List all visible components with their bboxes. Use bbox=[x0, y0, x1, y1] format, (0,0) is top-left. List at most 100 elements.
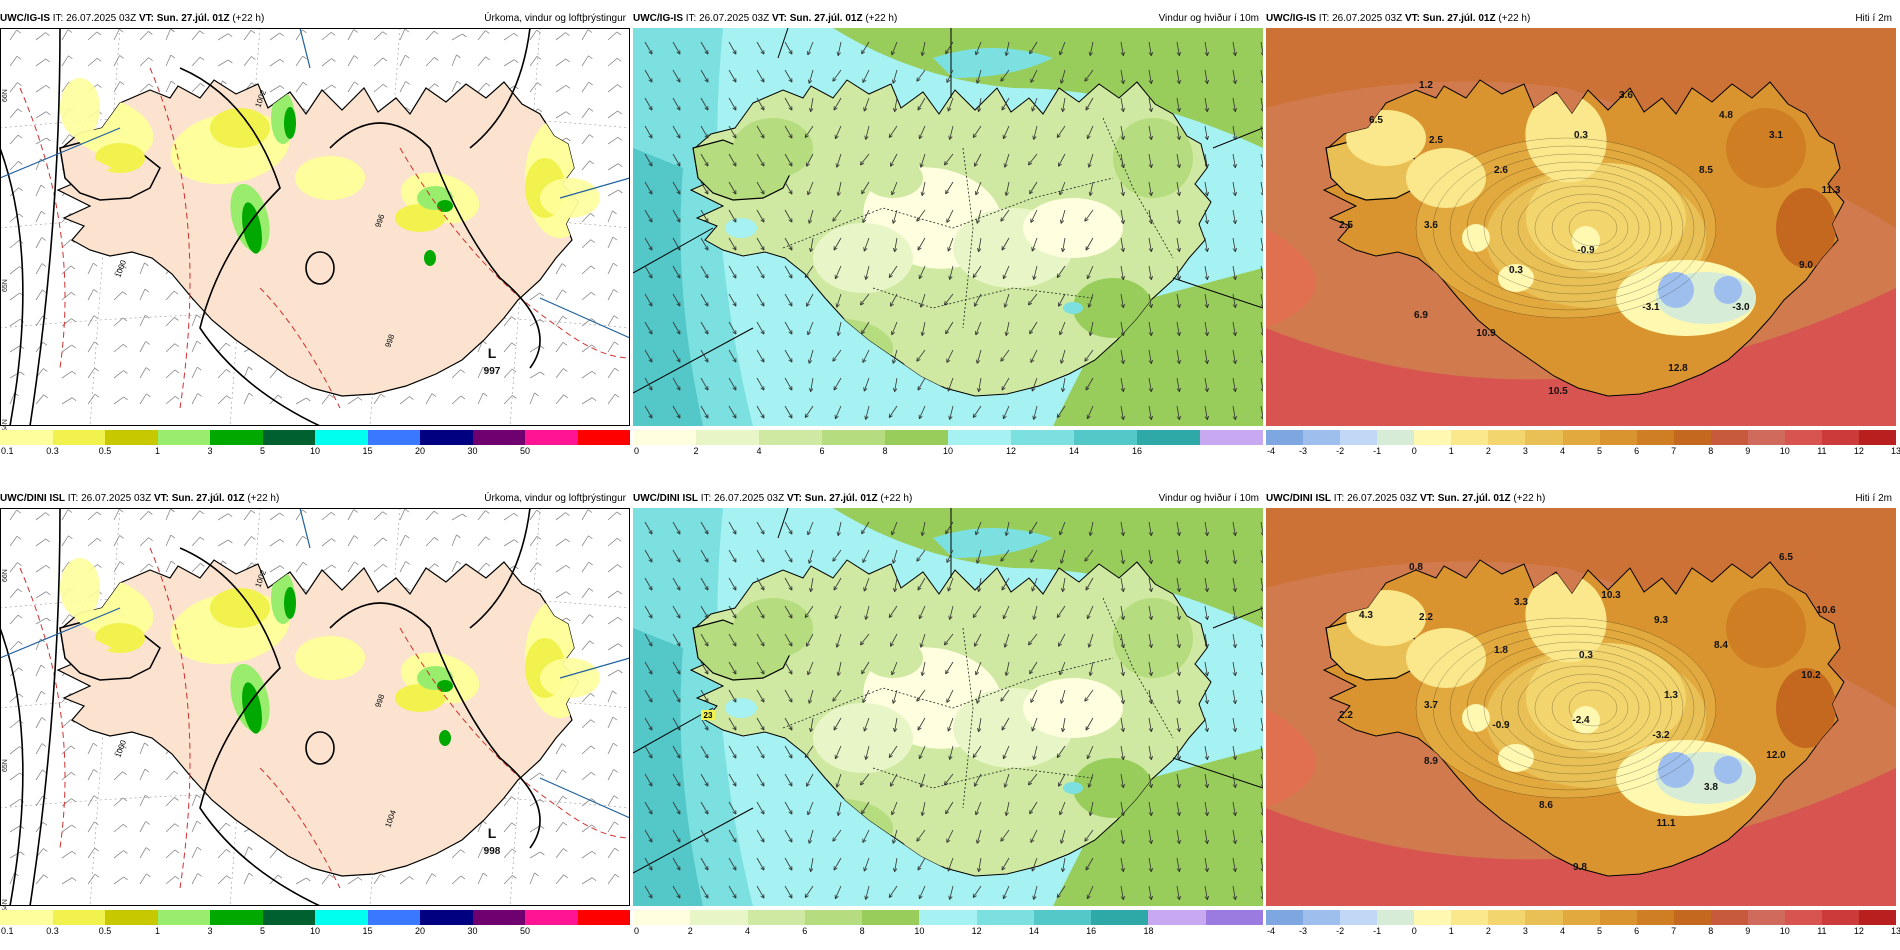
temperature-value: 3.6 bbox=[1424, 220, 1438, 231]
temperature-value: -3.2 bbox=[1652, 730, 1670, 741]
colorbar-swatch bbox=[1011, 430, 1074, 445]
temperature-value: 6.5 bbox=[1369, 115, 1383, 126]
model-name: UWC/DINI ISL bbox=[0, 493, 65, 504]
temperature-value: 8.5 bbox=[1699, 165, 1713, 176]
colorbar-swatch bbox=[420, 910, 473, 925]
map-panel: UWC/IG-IS IT: 26.07.2025 03Z VT: Sun. 27… bbox=[1266, 12, 1900, 457]
colorbar-swatch bbox=[1784, 430, 1822, 445]
vt-label: VT: bbox=[153, 493, 169, 504]
colorbar-tick-label: 6 bbox=[819, 446, 825, 456]
map-area bbox=[633, 28, 1263, 426]
colorbar-tick-label: 12 bbox=[1853, 446, 1864, 456]
colorbar-swatch bbox=[1747, 430, 1785, 445]
colorbar-swatch bbox=[1859, 430, 1897, 445]
colorbar-tick-label: 18 bbox=[1143, 926, 1154, 936]
colorbar-tick-label: -4 bbox=[1267, 926, 1276, 936]
colorbar-tick-label: -2 bbox=[1336, 446, 1345, 456]
colorbar-tick-label: 16 bbox=[1131, 446, 1143, 456]
model-name: UWC/IG-IS bbox=[0, 13, 50, 24]
colorbar-swatch bbox=[1673, 430, 1711, 445]
colorbar-tick-label: 5 bbox=[1597, 446, 1603, 456]
temperature-value: 9.8 bbox=[1573, 862, 1587, 873]
map-area: 1000 1002 998 996 L 997 bbox=[0, 28, 630, 426]
panel-title: Úrkoma, vindur og loftþrýstingur bbox=[484, 13, 626, 24]
colorbar-tick-label: 4 bbox=[756, 446, 762, 456]
colorbar-swatch bbox=[1414, 430, 1452, 445]
colorbar-swatch bbox=[577, 430, 630, 445]
colorbar-swatch bbox=[1340, 430, 1378, 445]
temperature-value: 11.3 bbox=[1822, 185, 1841, 196]
colorbar-tick-label: 8 bbox=[1708, 446, 1714, 456]
colorbar-tick-label: 8 bbox=[859, 926, 865, 936]
colorbar-swatch bbox=[105, 910, 158, 925]
valid-time: Sun. 27.júl. 01Z bbox=[171, 493, 245, 504]
model-name: UWC/IG-IS bbox=[1266, 13, 1316, 24]
colorbar-swatch bbox=[1074, 430, 1137, 445]
temperature-value: -2.4 bbox=[1572, 715, 1590, 726]
isobars bbox=[0, 28, 541, 426]
colorbar-tick-label: 12 bbox=[1853, 926, 1864, 936]
colorbar-swatch bbox=[633, 910, 691, 925]
colorbar-swatch bbox=[1488, 910, 1526, 925]
colorbar-tick-label: 50 bbox=[519, 926, 531, 936]
colorbar-swatch bbox=[1636, 910, 1674, 925]
temperature-value: -3.0 bbox=[1732, 302, 1750, 313]
colorbar-swatch bbox=[420, 430, 473, 445]
temperature-value: 2.2 bbox=[1419, 612, 1433, 623]
latitude-label: 66N bbox=[2, 89, 9, 102]
vt-label: VT: bbox=[1404, 13, 1420, 24]
colorbar: 0.1 0.3 0.5 1 3 5 10 15 20 30 50 bbox=[0, 910, 630, 937]
init-time: 26.07.2025 03Z bbox=[714, 493, 785, 504]
colorbar-swatch bbox=[696, 430, 759, 445]
colorbar: 0.1 0.3 0.5 1 3 5 10 15 20 30 50 bbox=[0, 430, 630, 457]
colorbar-tick-label: 20 bbox=[414, 446, 426, 456]
colorbar-tick-label: 1 bbox=[154, 446, 161, 456]
colorbar-tick-label: 10 bbox=[309, 446, 321, 456]
colorbar-tick-label: 15 bbox=[362, 446, 373, 456]
colorbar-swatch bbox=[822, 430, 885, 445]
colorbar-tick-label: 4 bbox=[1559, 446, 1565, 456]
colorbar-swatch bbox=[210, 430, 263, 445]
isobars bbox=[0, 508, 541, 906]
it-label: IT: bbox=[52, 13, 64, 24]
colorbar-swatch bbox=[1205, 910, 1263, 925]
colorbar-tick-label: 0 bbox=[634, 926, 640, 936]
colorbar-tick-label: 30 bbox=[467, 446, 478, 456]
colorbar-swatch bbox=[262, 430, 315, 445]
colorbar-tick-label: 10 bbox=[1779, 446, 1790, 456]
colorbar-swatch bbox=[1303, 430, 1341, 445]
valid-time: Sun. 27.júl. 01Z bbox=[1437, 493, 1511, 504]
colorbar-swatch bbox=[52, 910, 105, 925]
max-gust-marker: 23 bbox=[701, 710, 715, 720]
colorbar-swatch bbox=[1488, 430, 1526, 445]
colorbar-swatch bbox=[1636, 430, 1674, 445]
map-panel: UWC/IG-IS IT: 26.07.2025 03Z VT: Sun. 27… bbox=[0, 12, 630, 457]
it-label: IT: bbox=[700, 493, 712, 504]
colorbar-tick-label: 16 bbox=[1086, 926, 1097, 936]
colorbar-swatch bbox=[1710, 910, 1748, 925]
temperature-value: 2.2 bbox=[1339, 710, 1353, 721]
temperature-value: -3.1 bbox=[1642, 302, 1660, 313]
colorbar-swatch bbox=[1562, 430, 1600, 445]
colorbar-swatch bbox=[1451, 910, 1489, 925]
colorbar-swatch bbox=[262, 910, 315, 925]
valid-time: Sun. 27.júl. 01Z bbox=[1422, 13, 1496, 24]
lead-time: (+22 h) bbox=[880, 493, 913, 504]
colorbar-tick-label: 10 bbox=[914, 926, 925, 936]
vt-label: VT: bbox=[786, 493, 802, 504]
panel-header: UWC/DINI ISL IT: 26.07.2025 03Z VT: Sun.… bbox=[0, 492, 630, 506]
colorbar-tick-label: 6 bbox=[802, 926, 808, 936]
temperature-value: 2.5 bbox=[1339, 220, 1353, 231]
model-name: UWC/DINI ISL bbox=[633, 493, 698, 504]
colorbar-swatch bbox=[367, 430, 420, 445]
temperature-value: 8.9 bbox=[1424, 756, 1438, 767]
colorbar-tick-label: 8 bbox=[1708, 926, 1714, 936]
temp-map: 0.8 6.5 10.3 4.3 2.2 3.3 10.6 9.3 1.8 0.3 8.4 10.2 1… bbox=[1266, 508, 1896, 906]
it-label: IT: bbox=[1333, 493, 1345, 504]
colorbar-swatch bbox=[862, 910, 920, 925]
temperature-labels: 0.8 6.5 10.3 4.3 2.2 3.3 10.6 9.3 1.8 0.3 8.4 10.2 1… bbox=[1339, 552, 1836, 873]
colorbar-tick-label: 30 bbox=[467, 926, 478, 936]
temperature-value: 0.3 bbox=[1509, 265, 1523, 276]
colorbar-tick-label: 1 bbox=[154, 926, 161, 936]
